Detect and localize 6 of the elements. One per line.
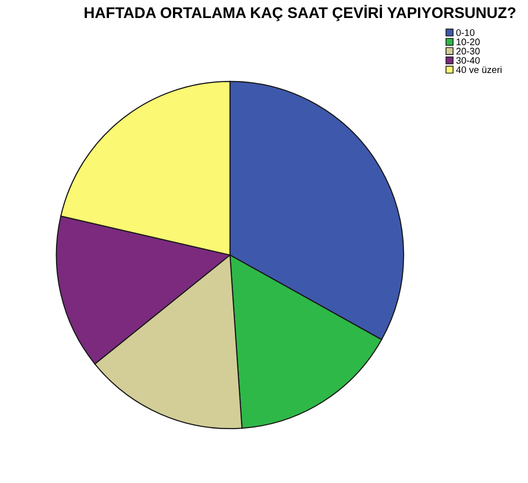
chart-title: HAFTADA ORTALAMA KAÇ SAAT ÇEVİRİ YAPIYORSUNUZ?: [84, 4, 516, 22]
legend-label: 30-40: [456, 57, 480, 64]
legend-label: 10-20: [456, 38, 480, 46]
legend-label: 40 ve üzeri: [456, 66, 502, 74]
legend-label: 0-10: [456, 29, 474, 36]
legend-label: 20-30: [456, 48, 480, 54]
